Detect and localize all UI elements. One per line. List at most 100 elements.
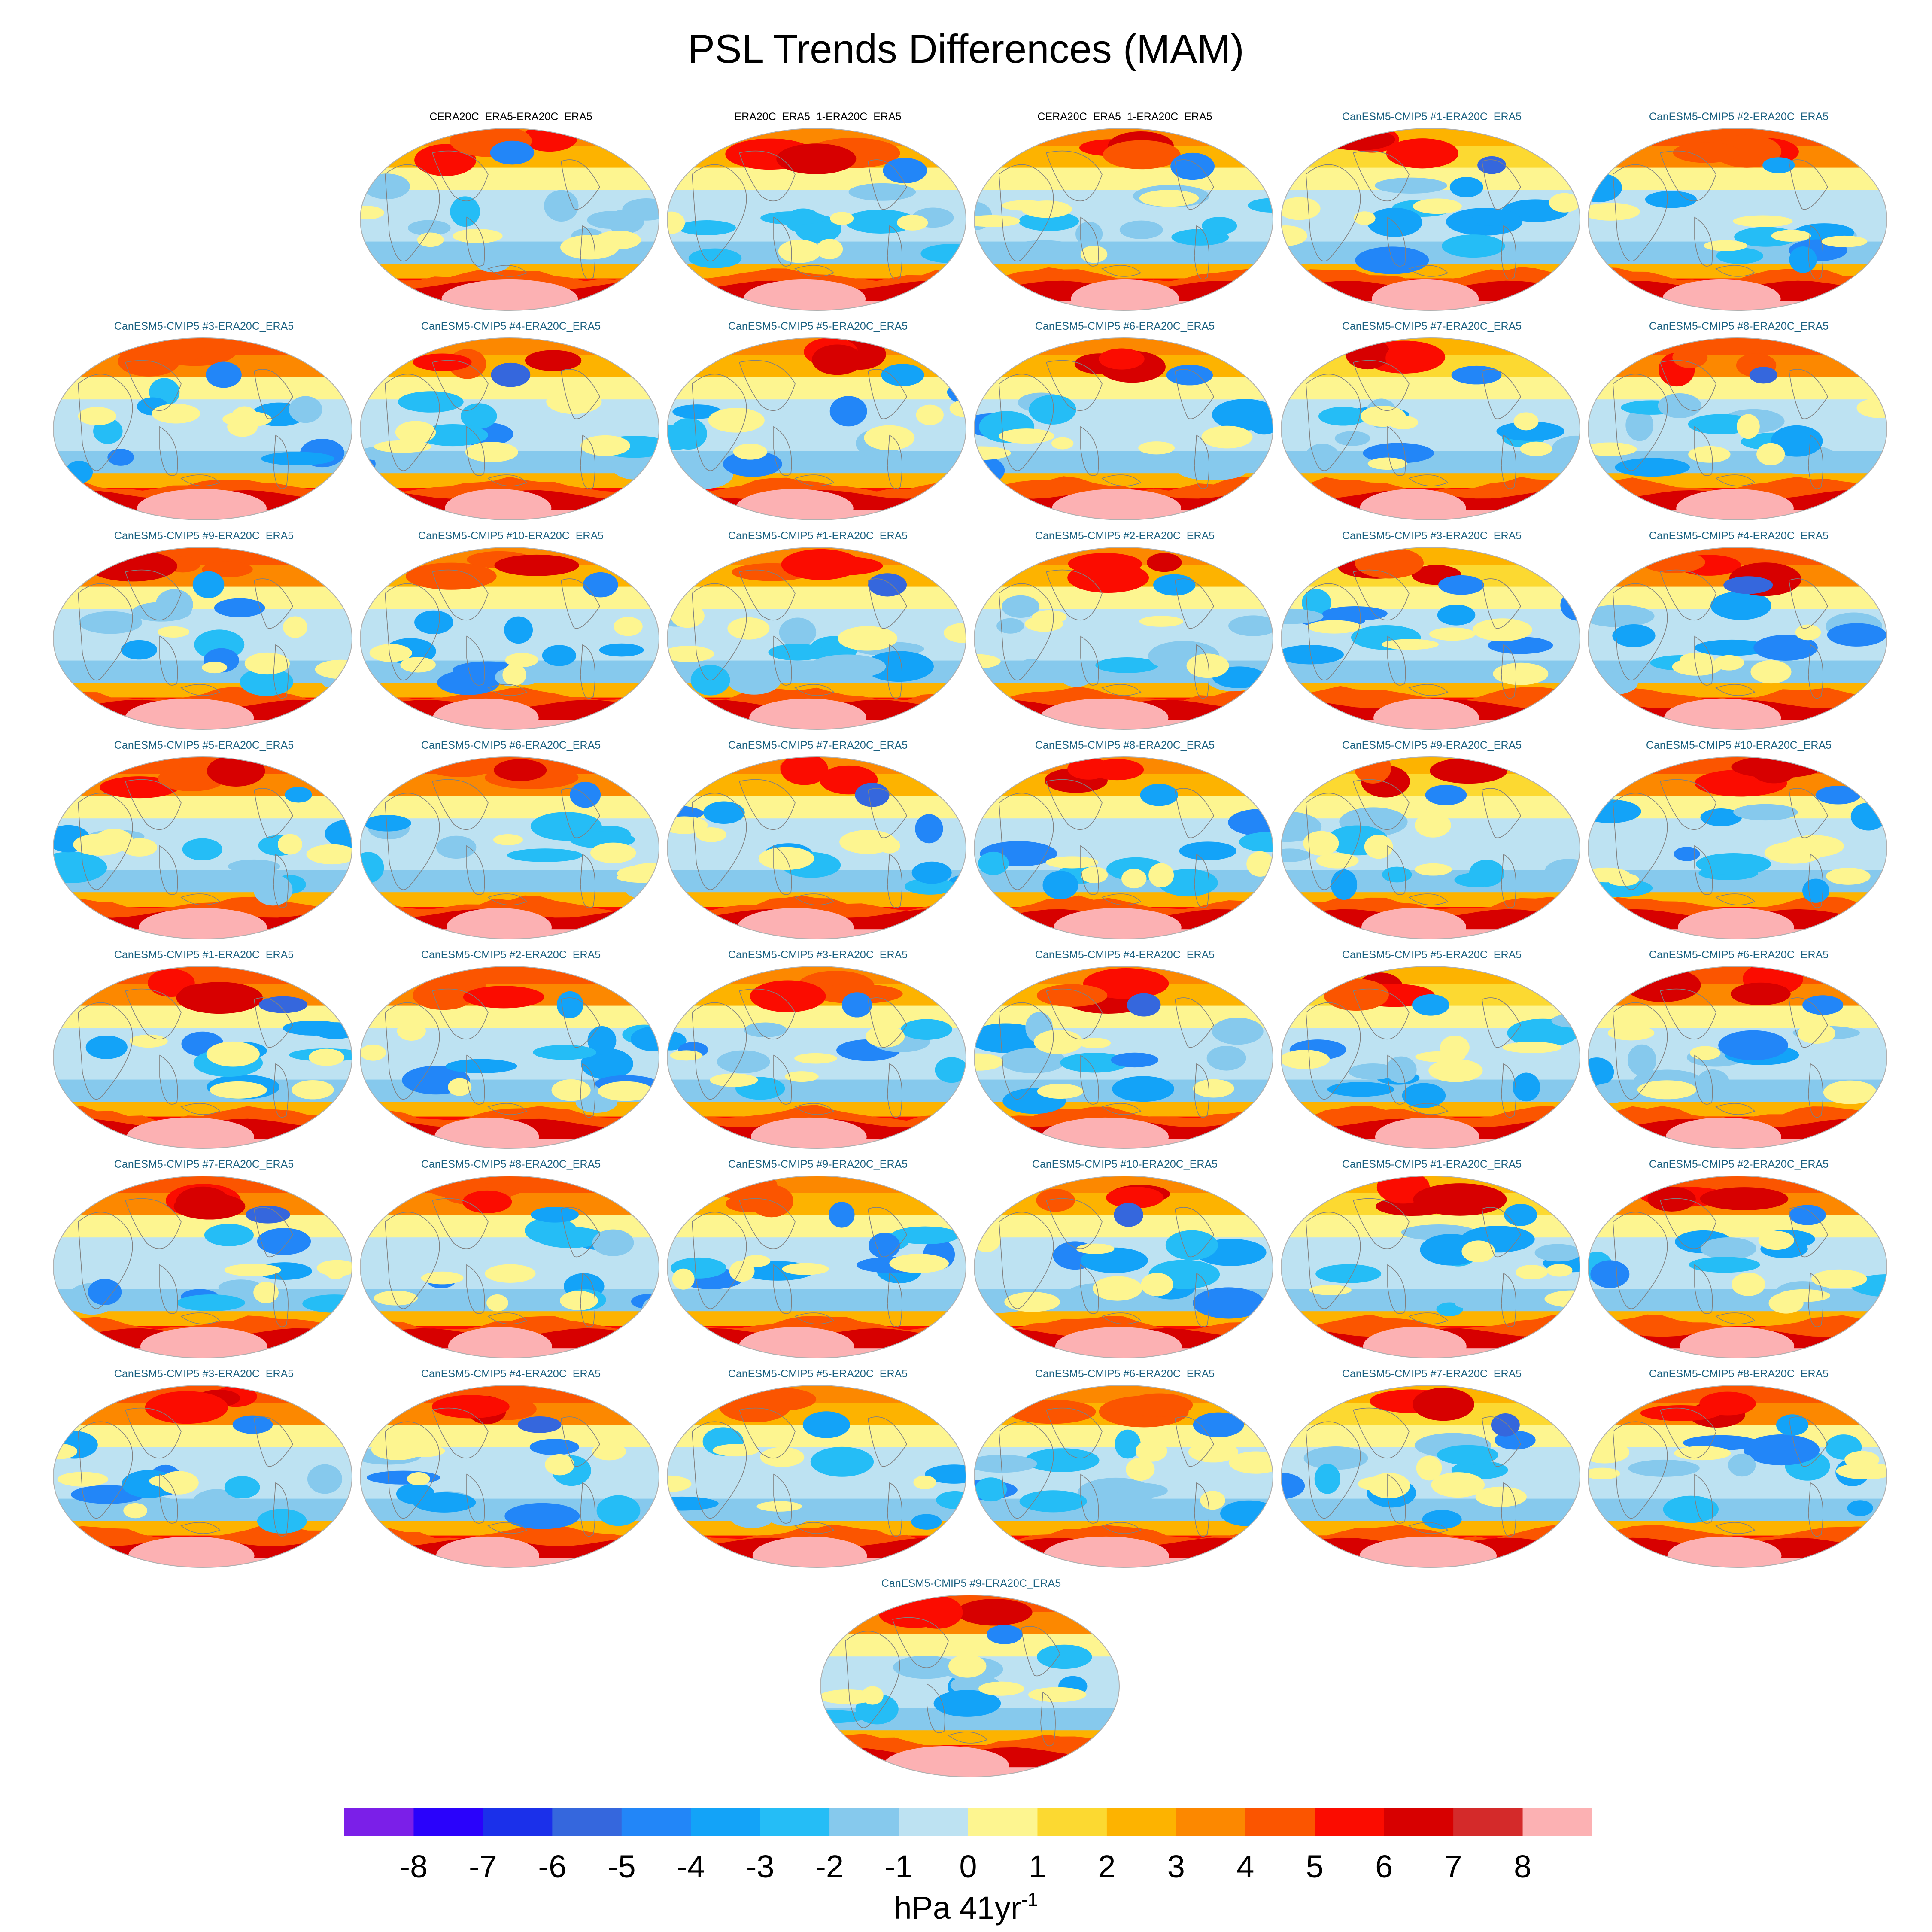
colorbar-swatch bbox=[1315, 1808, 1385, 1836]
robinson-map bbox=[53, 1176, 352, 1358]
coastlines bbox=[692, 360, 907, 489]
colorbar-swatch bbox=[1106, 1808, 1176, 1836]
robinson-map bbox=[974, 337, 1273, 520]
map-outline bbox=[1281, 1385, 1580, 1568]
map-panel: CanESM5-CMIP5 #9-ERA20C_ERA5 bbox=[665, 1158, 970, 1360]
robinson-map bbox=[667, 1385, 966, 1568]
robinson-map bbox=[974, 1176, 1273, 1358]
map-panel: CanESM5-CMIP5 #2-ERA20C_ERA5 bbox=[1586, 1158, 1891, 1360]
panel-title: CanESM5-CMIP5 #2-ERA20C_ERA5 bbox=[1649, 1158, 1829, 1170]
coastlines bbox=[692, 1407, 907, 1537]
panel-title: CanESM5-CMIP5 #10-ERA20C_ERA5 bbox=[1646, 739, 1832, 751]
map-panel: CanESM5-CMIP5 #8-ERA20C_ERA5 bbox=[358, 1158, 663, 1360]
panel-title: ERA20C_ERA5_1-ERA20C_ERA5 bbox=[734, 111, 902, 123]
robinson-map bbox=[1281, 337, 1580, 520]
coastlines bbox=[1613, 150, 1828, 280]
map-panel: CanESM5-CMIP5 #10-ERA20C_ERA5 bbox=[358, 530, 663, 732]
map-field bbox=[974, 338, 1273, 520]
map-outline bbox=[1588, 966, 1887, 1149]
coastlines bbox=[999, 150, 1214, 280]
coastlines bbox=[385, 779, 600, 908]
map-panel: CanESM5-CMIP5 #4-ERA20C_ERA5 bbox=[358, 1368, 663, 1570]
units-exponent: -1 bbox=[1021, 1889, 1038, 1910]
panel-title: CanESM5-CMIP5 #4-ERA20C_ERA5 bbox=[421, 1368, 601, 1380]
coastlines bbox=[692, 569, 907, 699]
robinson-map bbox=[1281, 1176, 1580, 1358]
coastlines bbox=[385, 1198, 600, 1327]
colorbar-tick-label: 6 bbox=[1375, 1849, 1393, 1884]
coastlines bbox=[999, 779, 1214, 908]
colorbar-tick-label: -3 bbox=[746, 1849, 775, 1884]
map-outline bbox=[360, 1176, 659, 1358]
map-panel: ERA20C_ERA5_1-ERA20C_ERA5 bbox=[665, 111, 970, 313]
colorbar-tick-label: -5 bbox=[607, 1849, 636, 1884]
panel-title: CERA20C_ERA5-ERA20C_ERA5 bbox=[429, 111, 592, 123]
map-field bbox=[667, 1176, 966, 1358]
colorbar-tick-label: -7 bbox=[468, 1849, 497, 1884]
map-panel: CanESM5-CMIP5 #6-ERA20C_ERA5 bbox=[1586, 949, 1891, 1151]
panel-title: CanESM5-CMIP5 #5-ERA20C_ERA5 bbox=[728, 320, 908, 332]
colorbar-swatch bbox=[691, 1808, 761, 1836]
map-panel: CanESM5-CMIP5 #3-ERA20C_ERA5 bbox=[1279, 530, 1584, 732]
colorbar-swatch bbox=[1384, 1808, 1454, 1836]
colorbar-swatch bbox=[1522, 1808, 1592, 1836]
panel-title: CanESM5-CMIP5 #6-ERA20C_ERA5 bbox=[1649, 949, 1829, 961]
map-outline bbox=[360, 128, 659, 311]
map-outline bbox=[974, 547, 1273, 730]
map-field bbox=[53, 757, 352, 939]
robinson-map bbox=[974, 128, 1273, 311]
map-panel: CanESM5-CMIP5 #6-ERA20C_ERA5 bbox=[972, 1368, 1277, 1570]
robinson-map bbox=[53, 337, 352, 520]
panel-title: CanESM5-CMIP5 #5-ERA20C_ERA5 bbox=[728, 1368, 908, 1380]
colorbar-tick-label: -2 bbox=[815, 1849, 844, 1884]
map-outline bbox=[667, 1176, 966, 1358]
map-panel: CanESM5-CMIP5 #4-ERA20C_ERA5 bbox=[972, 949, 1277, 1151]
coastlines bbox=[385, 1407, 600, 1537]
colorbar-tick-label: 5 bbox=[1306, 1849, 1324, 1884]
units-base: hPa 41yr bbox=[894, 1890, 1021, 1926]
map-panel: CanESM5-CMIP5 #6-ERA20C_ERA5 bbox=[358, 739, 663, 941]
panel-title: CanESM5-CMIP5 #1-ERA20C_ERA5 bbox=[728, 530, 908, 542]
map-outline bbox=[1588, 337, 1887, 520]
robinson-map bbox=[360, 1176, 659, 1358]
panel-title: CanESM5-CMIP5 #10-ERA20C_ERA5 bbox=[1032, 1158, 1218, 1170]
map-outline bbox=[53, 966, 352, 1149]
colorbar-swatch bbox=[413, 1808, 483, 1836]
map-outline bbox=[1588, 128, 1887, 311]
map-field bbox=[974, 547, 1273, 729]
robinson-map bbox=[1281, 128, 1580, 311]
robinson-map bbox=[667, 756, 966, 939]
map-outline bbox=[1281, 337, 1580, 520]
colorbar-swatch bbox=[552, 1808, 622, 1836]
colorbar-tick-label: 1 bbox=[1028, 1849, 1047, 1884]
robinson-map bbox=[53, 966, 352, 1149]
coastlines bbox=[999, 360, 1214, 489]
coastlines bbox=[1306, 779, 1521, 908]
coastlines bbox=[78, 1198, 293, 1327]
coastlines bbox=[999, 569, 1214, 699]
robinson-map bbox=[1588, 547, 1887, 730]
colorbar-swatch bbox=[1176, 1808, 1246, 1836]
robinson-map bbox=[974, 1385, 1273, 1568]
map-panel: CanESM5-CMIP5 #4-ERA20C_ERA5 bbox=[358, 320, 663, 522]
map-panel: CanESM5-CMIP5 #8-ERA20C_ERA5 bbox=[1586, 1368, 1891, 1570]
robinson-map bbox=[360, 966, 659, 1149]
coastlines bbox=[1613, 1407, 1828, 1537]
map-panel: CanESM5-CMIP5 #7-ERA20C_ERA5 bbox=[1279, 320, 1584, 522]
coastlines bbox=[1613, 360, 1828, 489]
map-outline bbox=[1588, 1176, 1887, 1358]
panel-title: CanESM5-CMIP5 #1-ERA20C_ERA5 bbox=[114, 949, 294, 961]
robinson-map bbox=[360, 128, 659, 311]
map-outline bbox=[667, 128, 966, 311]
colorbar-swatch bbox=[1037, 1808, 1107, 1836]
coastlines bbox=[385, 150, 600, 280]
colorbar-swatch bbox=[1453, 1808, 1523, 1836]
robinson-map bbox=[1588, 756, 1887, 939]
map-outline bbox=[974, 1176, 1273, 1358]
panel-title: CanESM5-CMIP5 #4-ERA20C_ERA5 bbox=[1649, 530, 1829, 542]
coastlines bbox=[385, 360, 600, 489]
robinson-map bbox=[667, 337, 966, 520]
robinson-map bbox=[667, 966, 966, 1149]
robinson-map bbox=[53, 1385, 352, 1568]
